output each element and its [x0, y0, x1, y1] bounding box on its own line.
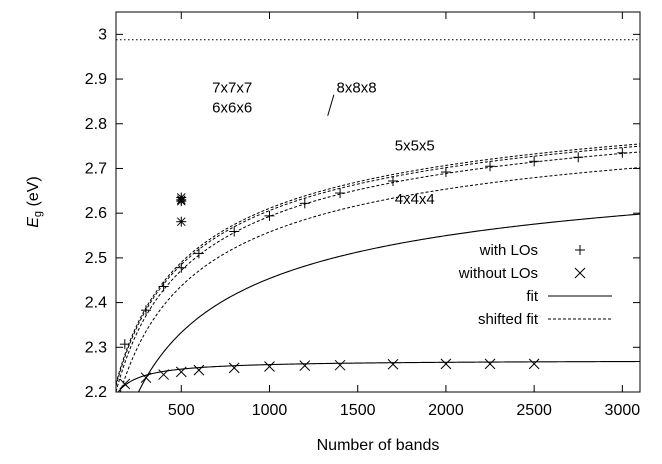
y-axis-label-unit: (eV) [25, 176, 42, 211]
shifted-point-3 [176, 192, 187, 203]
with-los-point-10 [440, 167, 451, 178]
with-los-point-5 [229, 226, 240, 237]
without-los-point-3 [175, 366, 187, 378]
shifted-fit-curve-6x6x6 [116, 151, 640, 392]
annotation-8x8x8: 8x8x8 [337, 79, 377, 96]
legend-label-2: fit [526, 288, 539, 305]
x-tick-label-500: 500 [168, 402, 195, 419]
legend-symbol-plus [575, 245, 585, 255]
y-tick-label-1: 2.3 [85, 339, 107, 356]
shifted-point-3-b [176, 193, 186, 202]
without-los-point-11-b [484, 358, 496, 370]
y-axis-label-sub: g [32, 211, 44, 217]
legend: with LOs without LOs fit shifted fit [458, 242, 612, 328]
with-los-point-8 [335, 188, 346, 199]
without-los-point-12 [528, 358, 540, 370]
fit-curve-without-los [117, 360, 640, 392]
without-los-point-5 [228, 362, 240, 374]
legend-symbol-cross-b [574, 267, 586, 279]
x-axis-label: Number of bands [317, 437, 440, 454]
x-tick-label-2000: 2000 [428, 402, 464, 419]
x-tick-label-1500: 1500 [340, 402, 376, 419]
y-tick-label-4: 2.6 [85, 205, 107, 222]
with-los-point-6 [264, 210, 275, 221]
with-los-point-1 [140, 305, 151, 316]
y-tick-label-3: 2.5 [85, 250, 107, 267]
y-tick-label-0: 2.2 [85, 384, 107, 401]
without-los-point-2 [158, 369, 169, 380]
y-axis-label-main: E [25, 217, 42, 228]
without-los-point-9-b [387, 358, 399, 370]
shifted-fit-curve-8x8x8 [116, 143, 640, 384]
annotation-5x5x5: 5x5x5 [395, 138, 435, 155]
without-los-point-1 [140, 372, 152, 384]
with-los-point-3 [176, 262, 187, 273]
shifted-point-0 [176, 216, 187, 227]
without-los-point-8-b [334, 359, 346, 371]
without-los-point-8 [334, 359, 346, 371]
fit-curve-with-los [137, 213, 640, 392]
with-los-point-7 [299, 198, 310, 209]
without-los-point-5-b [228, 362, 240, 374]
y-tick-label-8: 3 [98, 26, 107, 43]
x-tick-label-1000: 1000 [252, 402, 288, 419]
y-tick-label-2: 2.4 [85, 295, 107, 312]
with-los-point-12 [529, 156, 540, 167]
x-tick-label-2500: 2500 [516, 402, 552, 419]
legend-label-1: without LOs [458, 265, 538, 282]
without-los-point-9 [387, 358, 399, 370]
plot-frame-layer [115, 11, 641, 393]
shifted-fit-curve-7x7x7 [116, 145, 640, 387]
without-los-point-1-b [140, 372, 152, 384]
x-tick-label-3000: 3000 [605, 402, 641, 419]
with-los-point-11 [485, 161, 496, 172]
without-los-point-0 [119, 378, 131, 390]
with-los-point-4 [193, 248, 204, 259]
annotation-6x6x6: 6x6x6 [212, 100, 252, 117]
with-los-point-9 [387, 175, 398, 186]
without-los-point-10 [440, 358, 452, 370]
without-los-point-10-b [440, 358, 452, 370]
without-los-point-7 [299, 360, 311, 371]
with-los-point-14 [617, 147, 628, 158]
with-los-point-0 [119, 339, 130, 350]
data-markers-layer [119, 147, 628, 390]
without-los-point-11 [484, 358, 496, 370]
without-los-point-6 [264, 361, 275, 372]
shifted-point-0-b [176, 217, 186, 227]
annotation-7x7x7: 7x7x7 [212, 79, 252, 96]
y-tick-label-7: 2.9 [85, 71, 107, 88]
legend-label-0: with LOs [479, 242, 538, 259]
annotation-4x4x4: 4x4x4 [395, 191, 435, 208]
with-los-point-2 [158, 281, 169, 292]
without-los-point-0-b [119, 378, 131, 390]
labels-layer: 500 1000 1500 2000 2500 3000 2.2 2.3 2.4 2.5 2.6 2.… [25, 26, 640, 454]
shifted-fit-curve-5x5x5 [119, 167, 640, 392]
without-los-point-4 [193, 364, 205, 376]
plot-frame [115, 11, 641, 393]
with-los-point-13 [573, 152, 584, 163]
annotation-leader-8x8x8 [327, 94, 335, 116]
without-los-point-2-b [158, 369, 169, 380]
without-los-point-4-b [193, 364, 205, 376]
y-axis-label: Eg (eV) [25, 176, 44, 227]
without-los-point-7-b [299, 360, 311, 371]
without-los-point-3-b [175, 366, 187, 378]
y-tick-label-5: 2.7 [85, 160, 107, 177]
y-tick-label-6: 2.8 [85, 116, 107, 133]
without-los-point-12-b [528, 358, 540, 370]
fit-curves-layer [116, 143, 640, 392]
without-los-point-6-b [264, 361, 275, 372]
legend-label-3: shifted fit [478, 311, 539, 328]
legend-symbol-cross [574, 267, 586, 279]
